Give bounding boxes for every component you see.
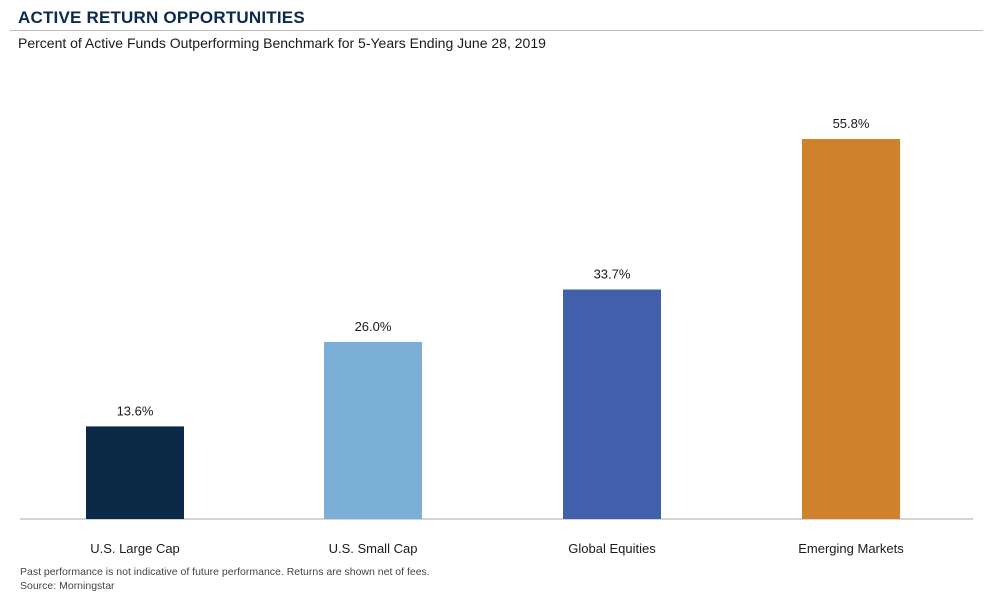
- data-label-u-s-large-cap: 13.6%: [117, 403, 154, 418]
- footnote-source: Source: Morningstar: [20, 580, 115, 592]
- bars-group: 13.6% U.S. Large Cap 26.0% U.S. Small Cap 33…: [86, 116, 904, 556]
- footnote-disclaimer: Past performance is not indicative of fu…: [20, 566, 430, 578]
- x-tick-label-u-s-large-cap: U.S. Large Cap: [90, 541, 180, 556]
- bar-u-s-small-cap: [324, 341, 422, 519]
- data-label-u-s-small-cap: 26.0%: [355, 319, 392, 334]
- data-label-emerging-markets: 55.8%: [833, 116, 870, 131]
- x-tick-label-global-equities: Global Equities: [568, 541, 656, 556]
- chart-title: ACTIVE RETURN OPPORTUNITIES: [18, 8, 305, 27]
- x-tick-label-emerging-markets: Emerging Markets: [798, 541, 904, 556]
- bar-global-equities: [563, 289, 661, 519]
- bar-u-s-large-cap: [86, 426, 184, 519]
- chart-subtitle: Percent of Active Funds Outperforming Be…: [18, 35, 546, 51]
- data-label-global-equities: 33.7%: [594, 267, 631, 282]
- title-divider: [10, 30, 983, 31]
- bar-emerging-markets: [802, 139, 900, 519]
- x-tick-label-u-s-small-cap: U.S. Small Cap: [329, 541, 418, 556]
